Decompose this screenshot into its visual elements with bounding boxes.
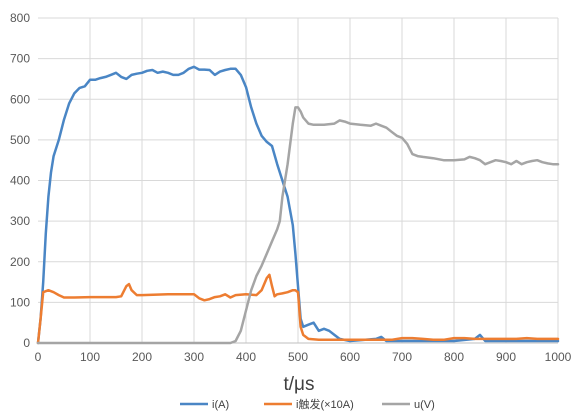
- legend-label-2: i触发(×10A): [296, 397, 354, 411]
- x-axis-tick-labels: 0 100 200 300 400 500 600 700 800 900 1000: [35, 350, 572, 364]
- x-tick-label: 200: [132, 350, 152, 364]
- series-lines: [36, 65, 560, 345]
- x-tick-label: 1000: [545, 350, 572, 364]
- legend-label-1: i(A): [212, 399, 229, 411]
- x-tick-label: 900: [496, 350, 516, 364]
- x-tick-label: 600: [340, 350, 360, 364]
- x-axis-title: t/μs: [283, 374, 314, 395]
- grid-lines: [38, 17, 559, 343]
- legend: i(A) i触发(×10A) u(V): [180, 397, 435, 411]
- y-tick-label: 300: [10, 214, 30, 228]
- x-tick-label: 100: [80, 350, 100, 364]
- legend-label-3: u(V): [414, 399, 435, 411]
- y-tick-label: 700: [10, 52, 30, 66]
- y-tick-label: 600: [10, 92, 30, 106]
- x-tick-label: 400: [236, 350, 256, 364]
- x-tick-label: 0: [35, 350, 42, 364]
- y-tick-label: 800: [10, 11, 30, 25]
- series-line-3: [36, 106, 560, 345]
- y-tick-label: 500: [10, 133, 30, 147]
- y-tick-label: 0: [23, 336, 30, 350]
- x-tick-label: 300: [184, 350, 204, 364]
- y-axis-tick-labels: 0 100 200 300 400 500 600 700 800: [10, 11, 30, 350]
- x-tick-label: 700: [392, 350, 412, 364]
- y-tick-label: 100: [10, 295, 30, 309]
- y-tick-label: 200: [10, 255, 30, 269]
- x-tick-label: 800: [444, 350, 464, 364]
- y-tick-label: 400: [10, 174, 30, 188]
- x-tick-label: 500: [288, 350, 308, 364]
- series-line-2: [36, 273, 560, 345]
